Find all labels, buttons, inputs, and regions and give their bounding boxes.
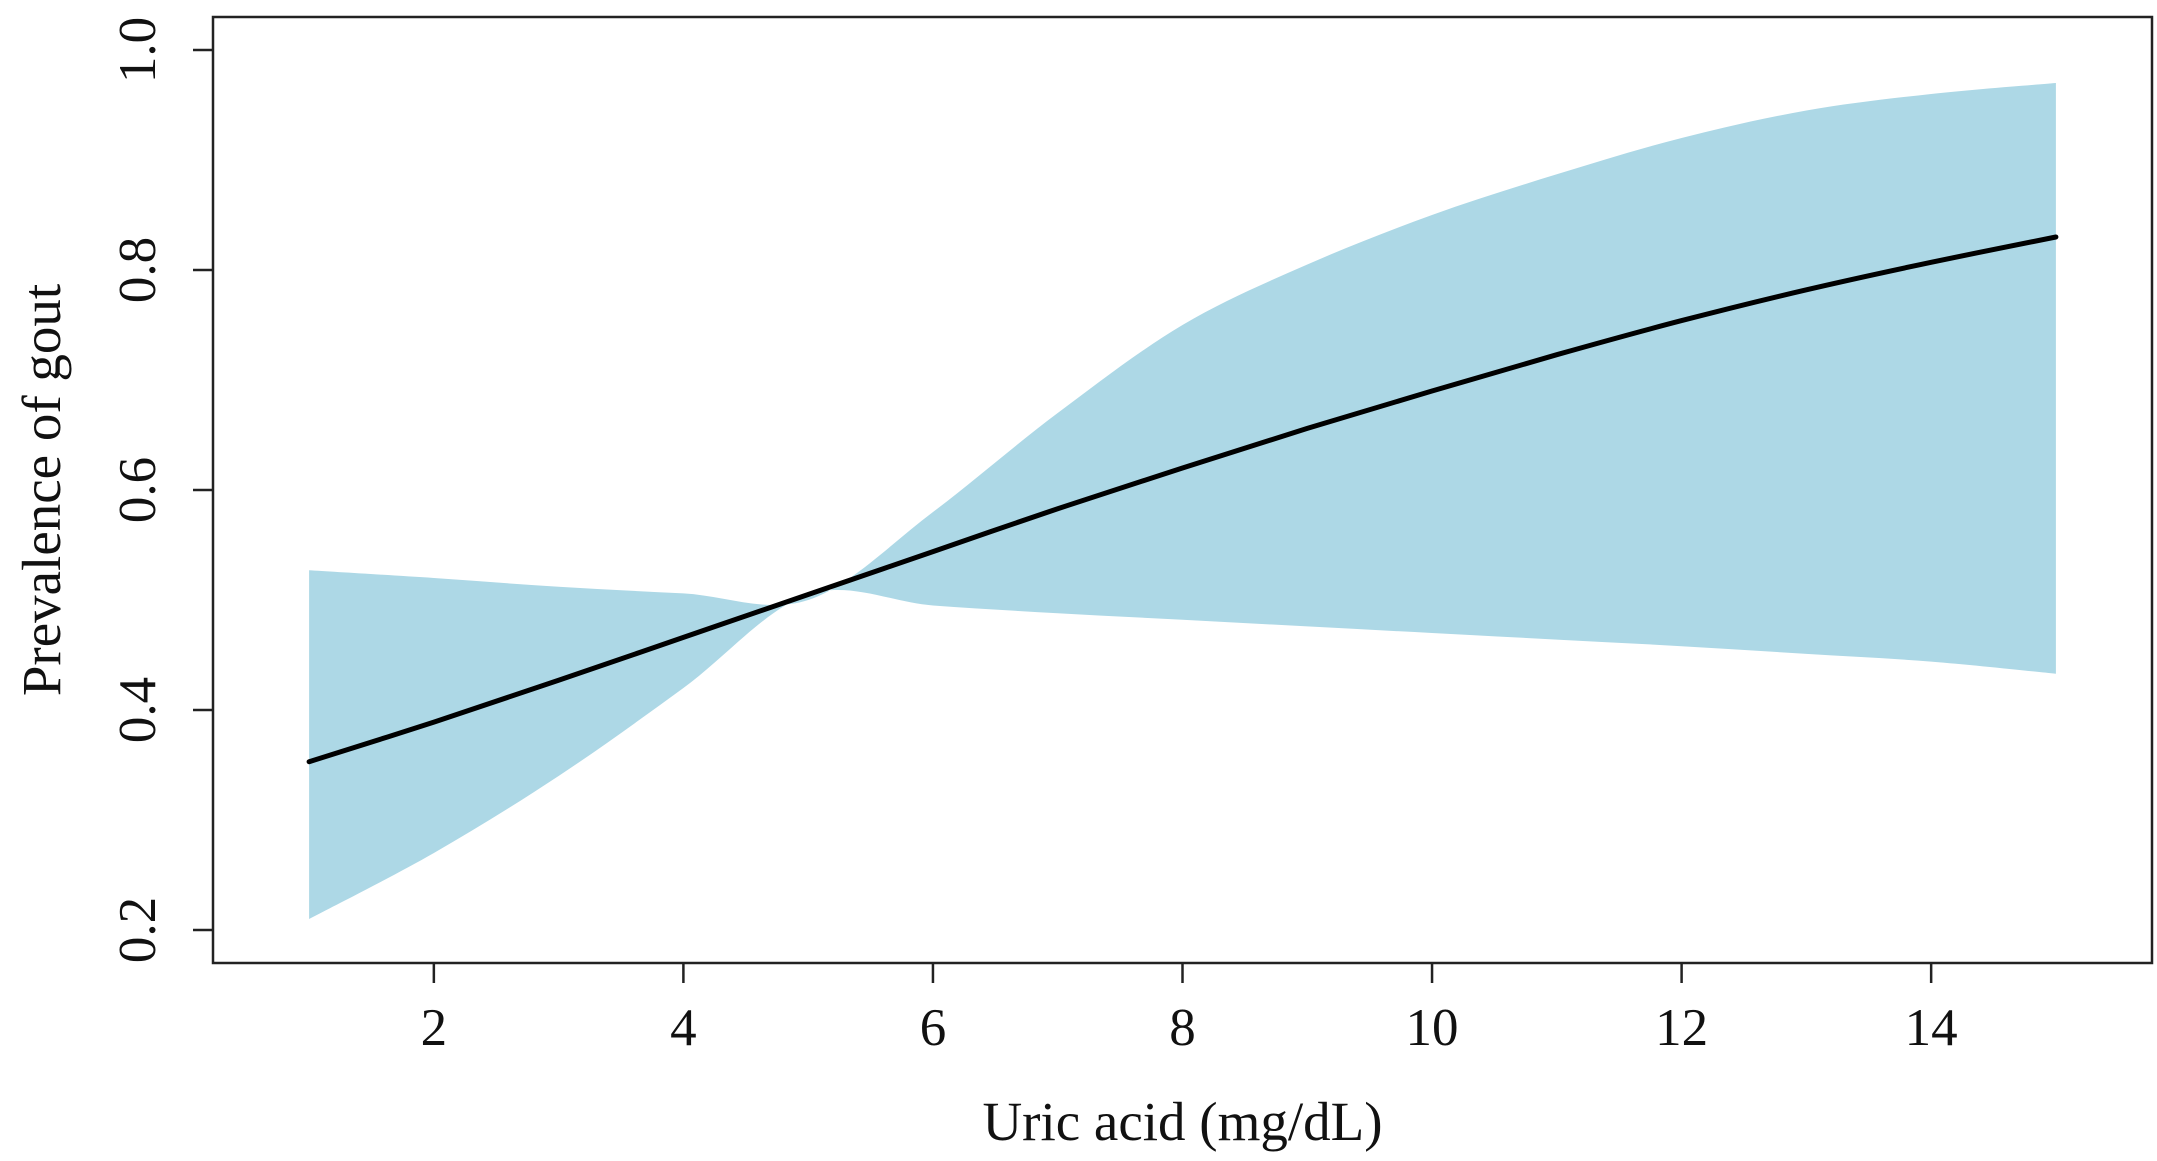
x-tick-label: 2: [421, 999, 448, 1057]
y-axis-label: Prevalence of gout: [11, 284, 72, 696]
x-tick-label: 10: [1406, 999, 1459, 1057]
y-tick-label: 1.0: [109, 17, 167, 83]
y-tick-label: 0.2: [109, 897, 167, 963]
fit-line: [306, 234, 2059, 765]
x-tick-label: 12: [1655, 999, 1708, 1057]
x-tick-label: 8: [1169, 999, 1196, 1057]
fit-line-layer: [306, 234, 2059, 765]
y-tick-label: 0.8: [109, 237, 167, 303]
y-tick-label: 0.6: [109, 457, 167, 523]
x-tick-label: 6: [920, 999, 947, 1057]
confidence-band-layer: [309, 83, 2056, 919]
x-axis: 2 4 6 8 10 12 14: [421, 963, 1958, 1057]
confidence-band: [309, 83, 2056, 919]
x-tick-label: 4: [670, 999, 697, 1057]
x-axis-label: Uric acid (mg/dL): [982, 1091, 1382, 1152]
x-tick-label: 14: [1905, 999, 1958, 1057]
y-tick-label: 0.4: [109, 677, 167, 743]
y-axis: 0.2 0.4 0.6 0.8 1.0: [109, 17, 213, 963]
